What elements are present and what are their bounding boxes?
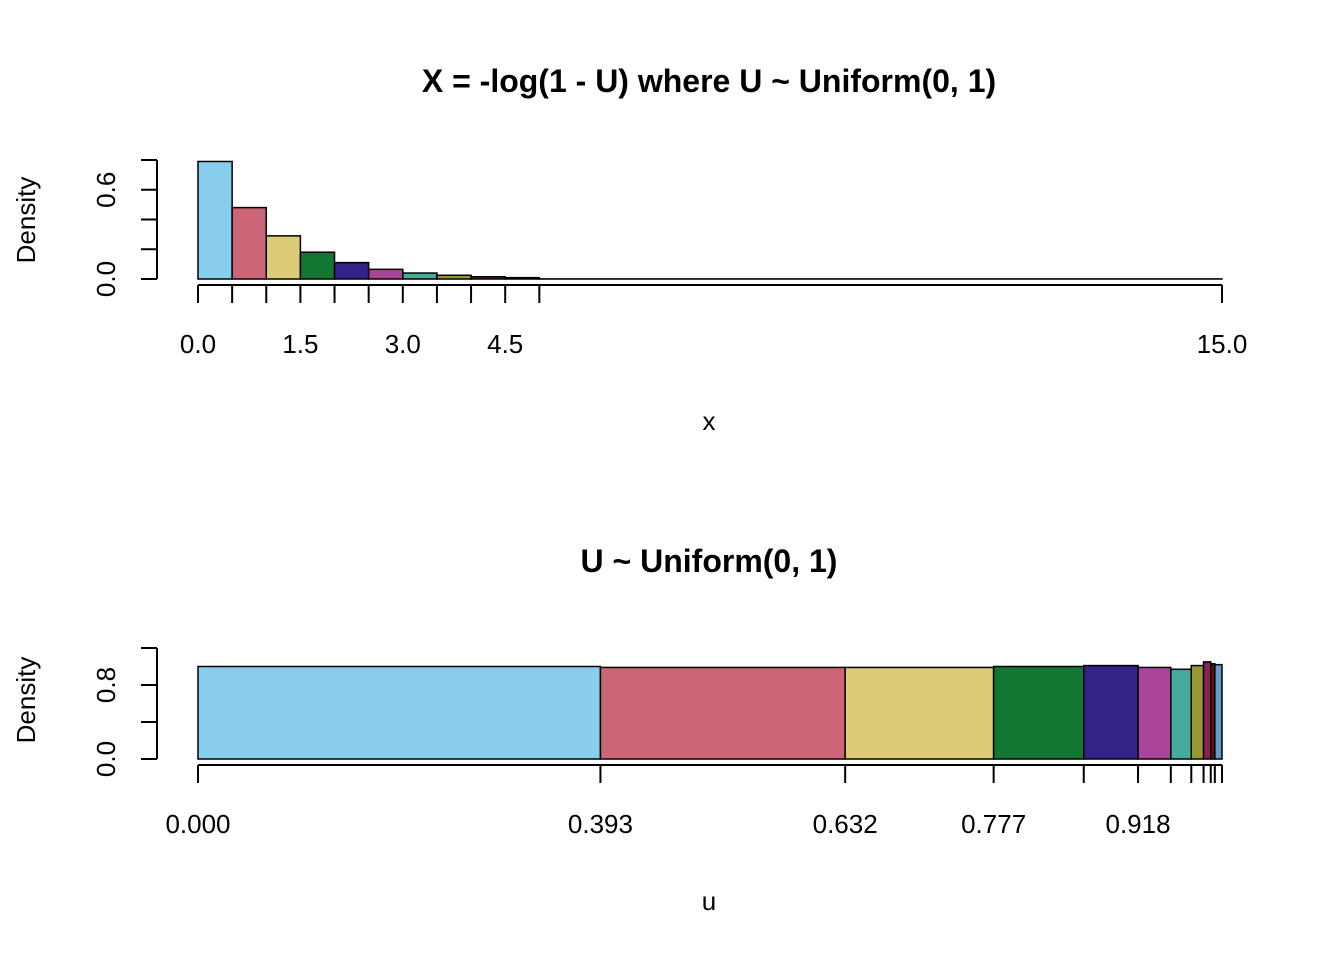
x-tick-label: 15.0 (1197, 329, 1248, 359)
histogram-bar (599, 666, 846, 760)
histogram-bar (367, 268, 404, 280)
x-tick-label: 0.777 (961, 809, 1026, 839)
bars (197, 160, 1223, 280)
histogram-bar (992, 665, 1085, 760)
histogram-bar (470, 276, 506, 280)
x-axis: 0.000 0.393 0.632 0.777 0.918 (165, 764, 1223, 839)
histogram-bar (265, 235, 302, 280)
x-axis: 0.0 1.5 3.0 4.5 15.0 (180, 284, 1248, 359)
x-tick-label: 3.0 (385, 329, 421, 359)
panel-uniform: U ~ Uniform(0, 1) u Density 0.000 0.393 0.… (11, 543, 1223, 916)
histogram-bar (231, 206, 268, 280)
x-tick-label: 1.5 (282, 329, 318, 359)
y-tick-label: 0.0 (91, 261, 121, 297)
histogram-bar (402, 272, 438, 280)
histogram-bar (197, 665, 602, 760)
histogram-bar (504, 276, 541, 280)
chart-title: X = -log(1 - U) where U ~ Uniform(0, 1) (422, 63, 996, 99)
y-axis-label: Density (11, 177, 41, 264)
x-tick-label: 4.5 (487, 329, 523, 359)
x-tick-label: 0.632 (813, 809, 878, 839)
x-tick-label: 0.0 (180, 329, 216, 359)
histogram-bar (1190, 664, 1205, 760)
y-axis: 0.0 0.6 (91, 159, 158, 297)
histogram-bar (844, 666, 995, 760)
histogram-bar (197, 160, 233, 280)
x-tick-label: 0.000 (165, 809, 230, 839)
y-axis: 0.0 0.8 (91, 647, 158, 777)
chart-title: U ~ Uniform(0, 1) (581, 543, 838, 579)
histogram-bar (1202, 661, 1212, 760)
y-tick-label: 0.8 (91, 667, 121, 703)
histogram-bar (1170, 668, 1193, 760)
panel-exponential: X = -log(1 - U) where U ~ Uniform(0, 1) … (11, 63, 1247, 436)
x-tick-label: 0.393 (568, 809, 633, 839)
y-tick-label: 0.6 (91, 172, 121, 208)
bars (197, 661, 1223, 760)
histogram-bar (1214, 663, 1223, 760)
x-tick-label: 0.918 (1105, 809, 1170, 839)
y-tick-label: 0.0 (91, 741, 121, 777)
histogram-bar (1083, 664, 1139, 760)
x-axis-label: x (703, 406, 716, 436)
histogram-bar (1137, 666, 1172, 760)
x-axis-label: u (702, 886, 716, 916)
histogram-bar (299, 251, 336, 280)
histogram-bar (333, 261, 370, 280)
histogram-bar (436, 274, 472, 280)
y-axis-label: Density (11, 657, 41, 744)
